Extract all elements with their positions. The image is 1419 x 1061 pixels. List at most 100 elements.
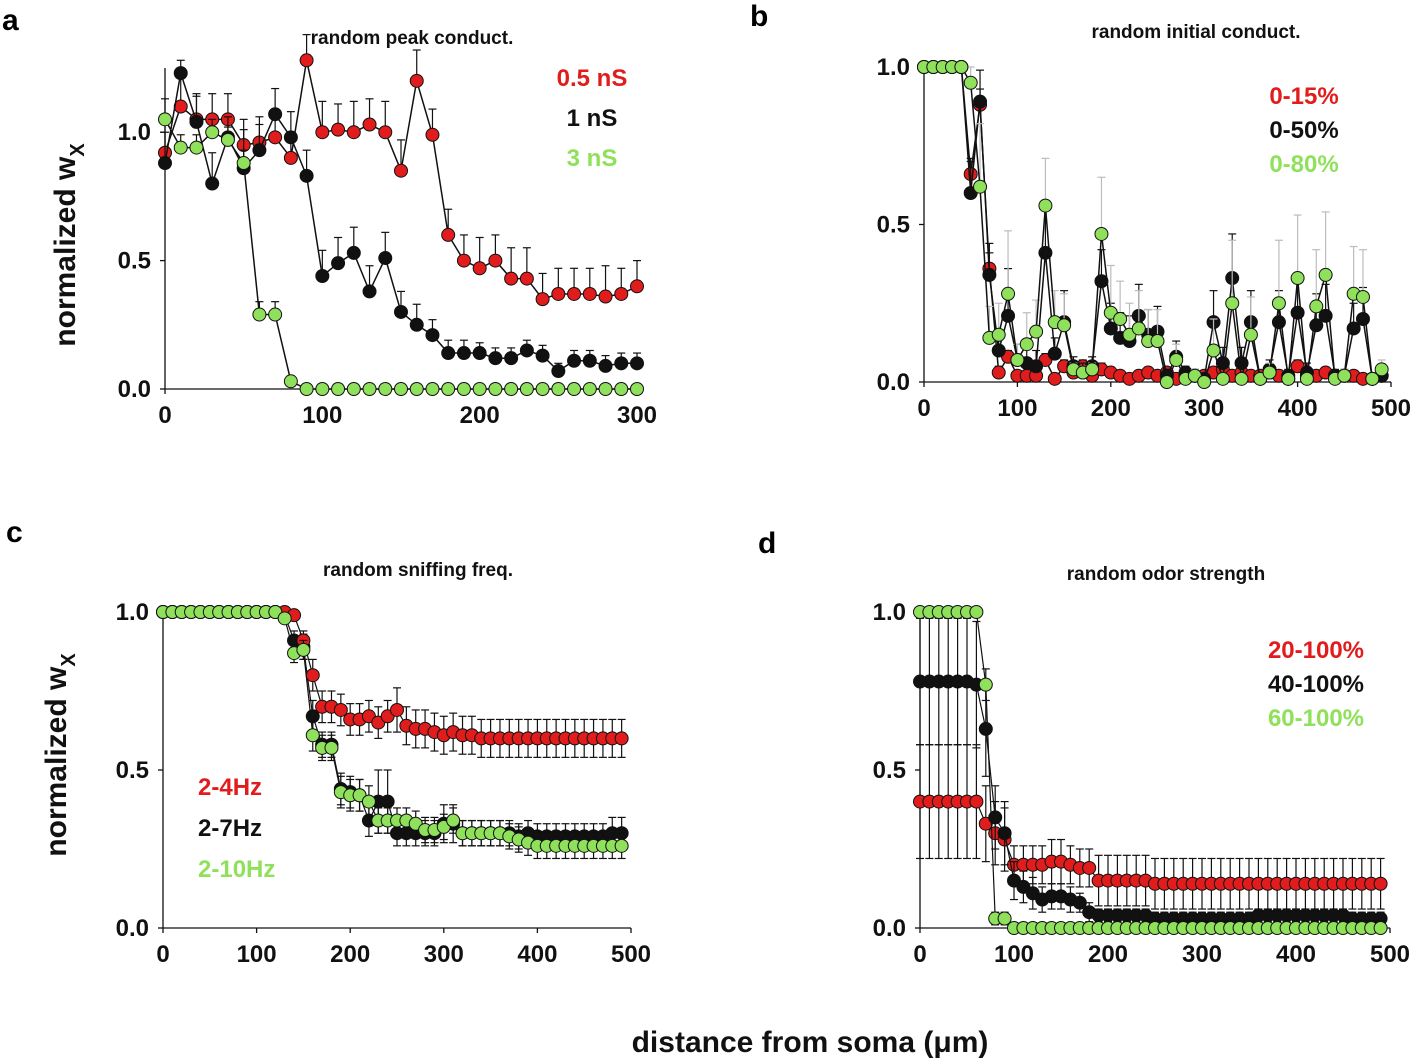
data-point [409,317,424,332]
data-point [346,125,361,140]
data-point [173,66,188,81]
data-point [973,179,988,194]
x-tick-label-c: 300 [424,941,464,968]
global-x-axis-label: distance from soma (μm) [632,1026,989,1059]
data-point [1094,226,1109,241]
data-point [425,328,440,343]
data-point [1029,359,1044,374]
data-point [299,53,314,68]
data-point [1206,343,1221,358]
data-point [504,351,519,366]
data-point [1019,337,1034,352]
data-point [378,125,393,140]
data-point [1038,198,1053,213]
data-point [488,351,503,366]
data-point [630,382,644,396]
legend-entry-d: 40-100% [1268,671,1364,698]
x-tick-label-c: 100 [237,941,277,968]
y-tick-label-c: 0.0 [116,915,149,942]
data-point [173,140,188,155]
x-tick-label-a: 100 [302,402,342,429]
data-point [441,346,456,361]
legend-entry-b: 0-15% [1269,83,1338,110]
data-point [1373,921,1388,935]
data-point [598,358,613,373]
data-point [1131,321,1146,336]
y-tick-label-d: 0.0 [873,915,906,942]
data-point [1082,860,1097,875]
data-point [205,176,220,191]
x-tick-label-d: 300 [1182,941,1222,968]
y-tick-label-a: 1.0 [118,119,151,146]
data-point [1103,321,1118,336]
data-point [519,271,534,286]
x-tick-label-a: 200 [460,402,500,429]
data-point [504,382,519,396]
x-tick-label-d: 400 [1276,941,1316,968]
panel-a: a random peak conduct. 0 100 200 300 0.0 0.5 1.0… [2,4,657,429]
data-point [252,307,267,322]
chart-title-d: random odor strength [1067,564,1265,585]
data-point [1159,375,1174,389]
data-point [158,112,172,127]
data-point [378,382,393,396]
y-axis-label-main: normalized w [49,156,82,347]
data-point [425,127,440,142]
data-point [380,794,395,809]
data-point [567,353,582,368]
data-point [973,94,988,109]
legend-entry-a: 1 nS [567,105,618,132]
y-tick-label-a: 0.0 [118,376,151,403]
data-point [488,253,503,268]
series-line [164,60,638,300]
data-point [969,605,984,619]
data-point [535,382,550,396]
data-point [1309,299,1324,314]
data-point [614,356,629,371]
data-point [614,286,629,301]
y-axis-label-sub: X [58,653,80,667]
x-tick-label-c: 200 [330,941,370,968]
data-point [567,286,582,301]
data-point [1085,362,1100,377]
data-point [456,346,471,361]
data-point [296,642,311,657]
data-point [1072,895,1087,910]
data-point [441,382,456,396]
x-tick-label-b: 300 [1184,395,1224,422]
data-point [409,73,424,88]
legend-entry-c: 2-7Hz [198,815,262,842]
y-tick-label-b: 0.0 [877,369,910,396]
data-point [220,132,235,147]
data-point [598,289,613,304]
data-point [305,728,320,743]
y-tick-label-d: 0.5 [873,757,906,784]
chart-title-a: random peak conduct. [311,28,514,49]
data-point [1355,289,1370,304]
data-point [315,269,330,284]
panel-b: b random initial conduct. 0 100 200 300 400 500… [750,0,1411,422]
x-tick-label-c: 400 [517,941,557,968]
y-axis-label-main: normalized w [40,666,73,857]
data-point [551,286,566,301]
legend-entry-c: 2-10Hz [198,856,275,883]
data-point [158,156,172,171]
data-point [283,374,298,389]
data-point [390,702,404,717]
data-point [409,382,424,396]
series-c-2 [156,605,629,860]
y-tick-label-b: 1.0 [877,54,910,81]
data-point [425,382,440,396]
data-point [582,353,597,368]
data-point [1010,352,1025,367]
data-point [456,253,471,268]
data-point [488,382,503,396]
legend-entry-b: 0-50% [1269,117,1338,144]
data-point [441,227,456,242]
x-tick-label-b: 200 [1091,395,1131,422]
data-point [346,382,361,396]
data-point [630,279,644,294]
legend-entry-d: 20-100% [1268,637,1364,664]
data-point [252,143,267,158]
data-point [268,307,283,322]
